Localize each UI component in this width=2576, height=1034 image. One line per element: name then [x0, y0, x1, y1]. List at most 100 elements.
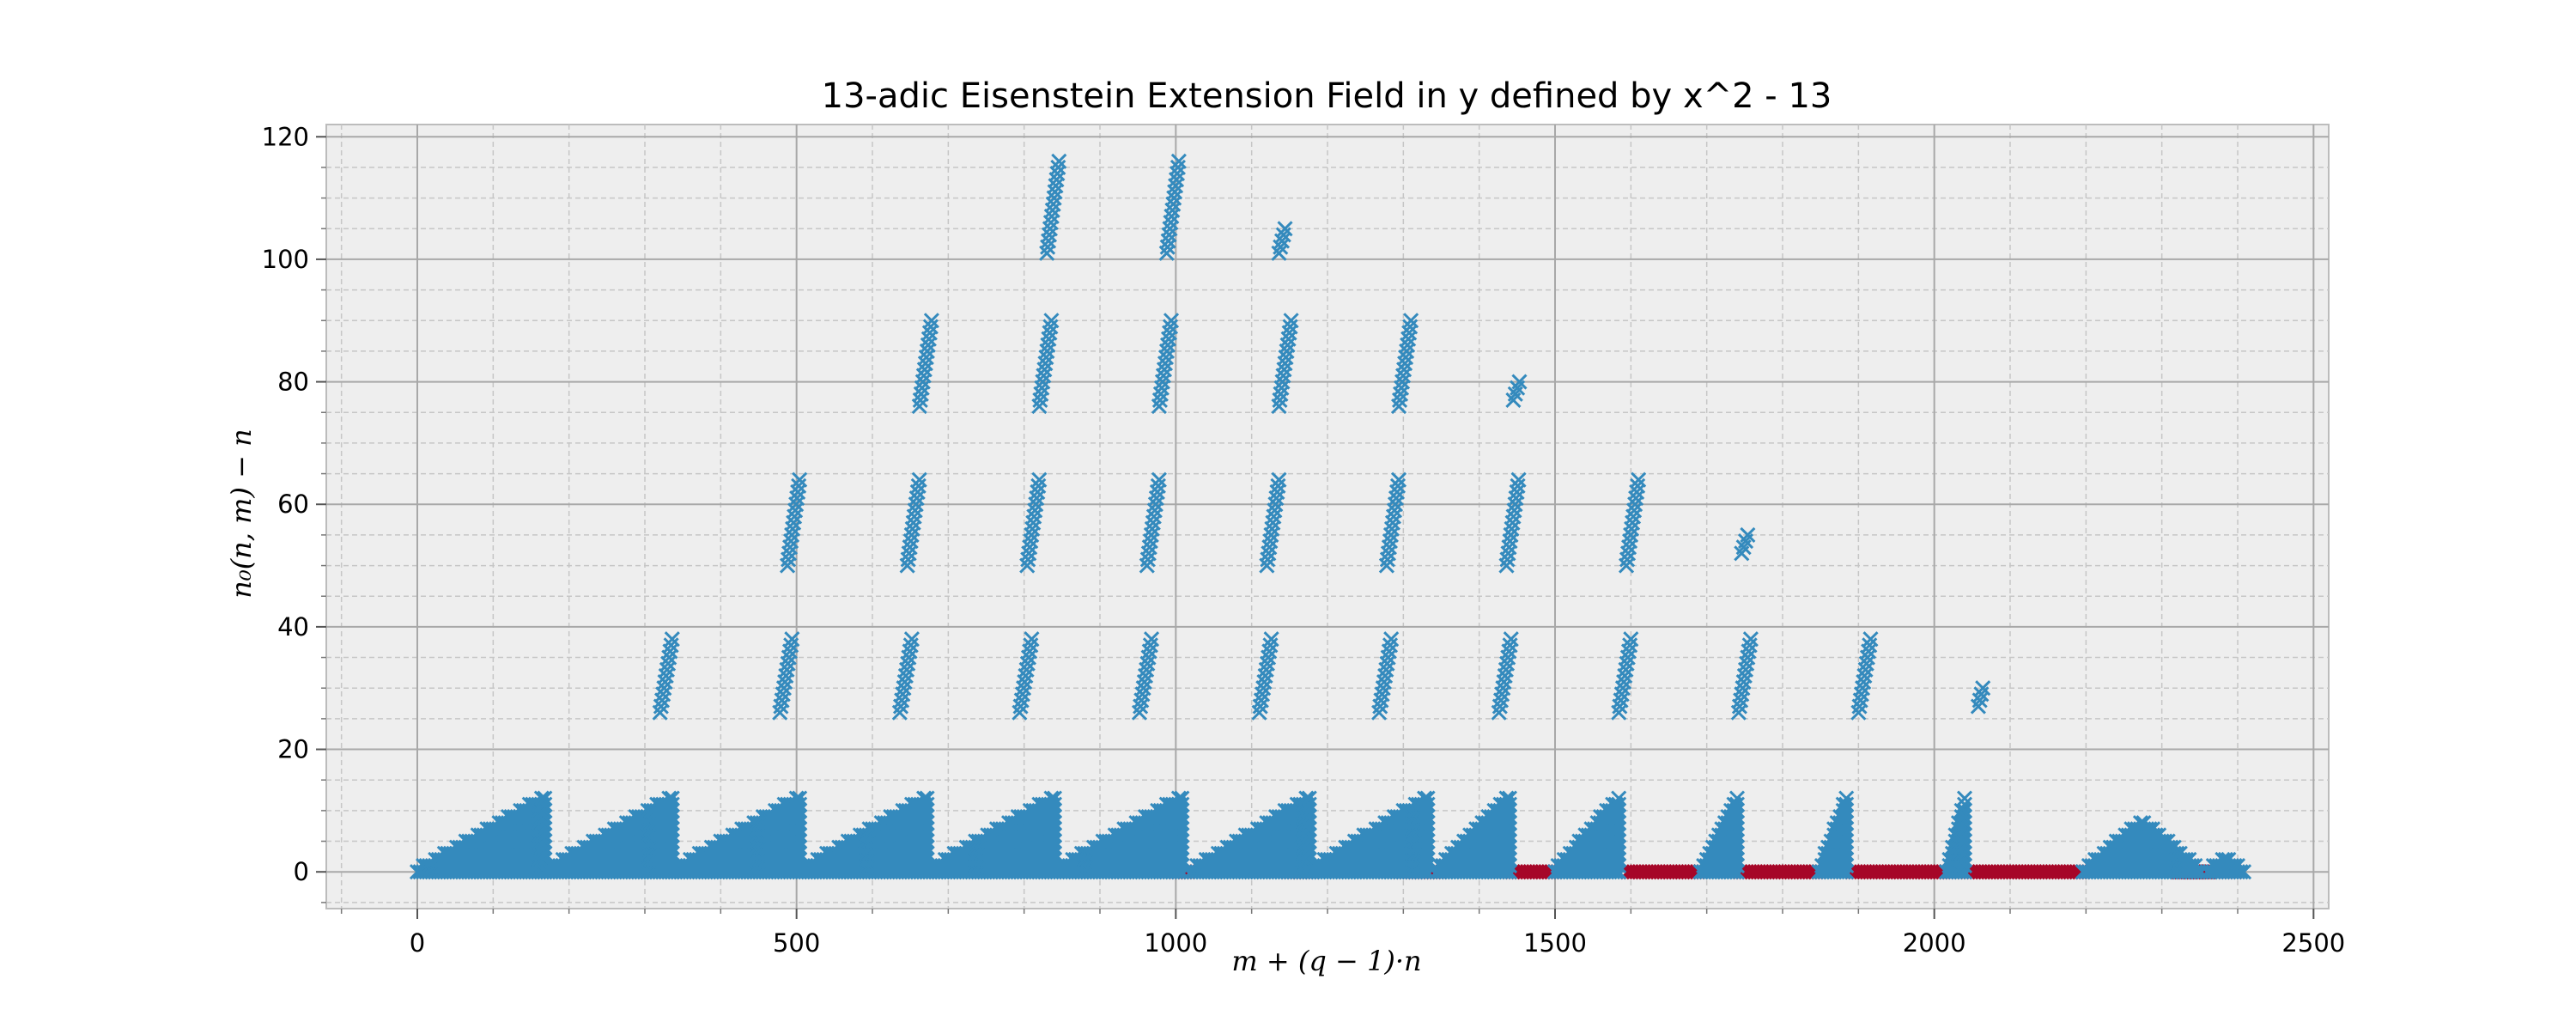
blue-point — [1282, 319, 1298, 335]
blue-point — [662, 643, 678, 660]
blue-point — [1044, 202, 1060, 218]
blue-point — [1956, 839, 1973, 855]
blue-point — [1025, 514, 1042, 531]
blue-point — [537, 839, 553, 855]
blue-point — [1611, 864, 1627, 880]
blue-point — [1268, 490, 1285, 507]
blue-point — [2236, 864, 2252, 880]
blue-point — [1049, 166, 1066, 182]
blue-point — [1277, 356, 1293, 372]
blue-point — [1142, 637, 1158, 654]
blue-point — [787, 508, 803, 525]
blue-point — [1838, 839, 1855, 855]
blue-point — [782, 539, 799, 556]
blue-point — [792, 821, 808, 837]
blue-point — [1161, 227, 1177, 243]
blue-point — [1012, 698, 1029, 715]
blue-point — [1378, 557, 1394, 574]
y-tick-label: 0 — [294, 857, 309, 886]
blue-point — [1380, 649, 1396, 666]
blue-point — [792, 802, 808, 818]
blue-point — [1399, 343, 1415, 359]
blue-point — [775, 680, 793, 696]
blue-point — [1616, 674, 1632, 690]
y-tick-label: 40 — [277, 612, 309, 642]
blue-point — [1501, 802, 1518, 818]
blue-point — [1400, 331, 1417, 347]
blue-point — [904, 520, 920, 537]
blue-point — [1856, 667, 1873, 684]
blue-point — [792, 796, 808, 812]
blue-point — [1735, 674, 1752, 690]
blue-point — [1630, 477, 1646, 494]
blue-point — [1741, 637, 1758, 654]
blue-point — [781, 643, 799, 660]
blue-point — [892, 698, 909, 715]
blue-point — [1040, 337, 1056, 353]
blue-point — [652, 704, 668, 721]
blue-point — [911, 398, 927, 415]
blue-point — [1020, 649, 1037, 666]
blue-point — [1501, 864, 1518, 880]
blue-point — [1617, 667, 1633, 684]
blue-point — [1956, 827, 1973, 843]
blue-point — [1956, 790, 1973, 806]
blue-point — [1858, 655, 1874, 672]
blue-point — [1503, 526, 1519, 543]
blue-point — [1382, 526, 1400, 543]
blue-point — [1269, 484, 1285, 501]
blue-point — [537, 802, 553, 818]
blue-point — [1140, 545, 1157, 562]
blue-point — [919, 821, 935, 837]
blue-point — [1498, 661, 1514, 678]
blue-point — [537, 845, 553, 861]
blue-point — [2229, 864, 2246, 880]
blue-point — [1301, 821, 1317, 837]
blue-point — [1046, 845, 1063, 861]
blue-point — [902, 643, 918, 660]
plot-area: 0 500 1000 1500 2000 2500 0 20 40 60 80 100 120 — [262, 122, 2346, 958]
blue-point — [1401, 325, 1418, 341]
blue-point — [1276, 362, 1292, 378]
blue-point — [1039, 245, 1055, 261]
blue-point — [1371, 704, 1388, 721]
blue-point — [1156, 362, 1173, 378]
blue-point — [1139, 551, 1156, 568]
blue-point — [899, 557, 915, 574]
blue-point — [1279, 337, 1296, 353]
blue-point — [1956, 796, 1973, 812]
blue-point — [1838, 802, 1855, 818]
blue-point — [922, 319, 939, 335]
blue-point — [1385, 508, 1402, 525]
blue-point — [1144, 631, 1160, 648]
blue-point — [921, 325, 938, 341]
blue-point — [1266, 508, 1282, 525]
blue-point — [664, 631, 680, 648]
blue-point — [902, 539, 918, 556]
blue-point — [1024, 526, 1040, 543]
blue-point — [1046, 790, 1063, 806]
blue-point — [658, 667, 674, 684]
blue-point — [1503, 631, 1519, 648]
blue-point — [1275, 368, 1291, 384]
blue-point — [1419, 851, 1436, 868]
blue-point — [1619, 649, 1636, 666]
blue-point — [1611, 845, 1627, 861]
blue-point — [1381, 539, 1397, 556]
blue-point — [1611, 858, 1627, 874]
blue-point — [1622, 532, 1638, 550]
blue-point — [896, 674, 913, 690]
blue-point — [1388, 484, 1406, 501]
blue-point — [1620, 539, 1637, 556]
x-tick-label: 2500 — [2281, 928, 2345, 958]
blue-point — [891, 704, 908, 721]
blue-point — [1301, 815, 1317, 831]
blue-point — [784, 526, 800, 543]
y-tick-label: 20 — [277, 735, 309, 764]
blue-point — [1145, 508, 1162, 525]
blue-point — [1141, 643, 1157, 660]
blue-point — [785, 520, 801, 537]
blue-point — [919, 839, 935, 855]
blue-point — [1862, 631, 1879, 648]
blue-point — [1838, 851, 1855, 868]
